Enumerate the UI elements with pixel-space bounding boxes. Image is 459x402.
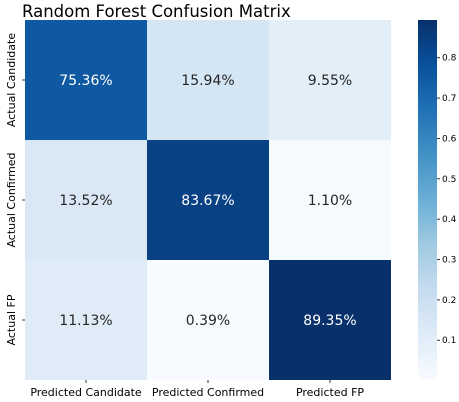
- heatmap-cell-r0-c2: [269, 20, 391, 140]
- x-tick-label-0: Predicted Candidate: [30, 386, 142, 399]
- cell-label-r0-c0: 75.36%: [59, 73, 112, 89]
- x-tick-label-2: Predicted FP: [296, 386, 364, 399]
- colorbar-tick-label-2: 0.3: [442, 256, 456, 266]
- colorbar-tick-label-0: 0.1: [442, 336, 456, 346]
- heatmap-cells: [25, 20, 391, 380]
- cell-label-r1-c0: 13.52%: [59, 193, 112, 209]
- heatmap-cell-r2-c1: [147, 260, 269, 380]
- heatmap-cell-r1-c1: [147, 140, 269, 260]
- x-tick-label-1: Predicted Confirmed: [152, 386, 264, 399]
- y-tick-label-1: Actual Confirmed: [5, 152, 18, 247]
- colorbar-gradient: [418, 20, 437, 379]
- heatmap-cell-r0-c1: [147, 20, 269, 140]
- chart-title: Random Forest Confusion Matrix: [22, 2, 291, 21]
- colorbar: 0.1 0.2 0.3 0.4 0.5 0.6 0.7 0.8: [418, 20, 457, 379]
- cell-label-r0-c2: 9.55%: [308, 73, 352, 89]
- heatmap-cell-r2-c2: [269, 260, 391, 380]
- y-axis-tick-labels: Actual Candidate Actual Confirmed Actual F…: [5, 33, 25, 345]
- colorbar-tick-label-3: 0.4: [442, 215, 457, 225]
- colorbar-tick-label-5: 0.6: [442, 134, 457, 144]
- heatmap-cell-r2-c0: [25, 260, 147, 380]
- heatmap-cell-labels: 75.36% 15.94% 9.55% 13.52% 83.67% 1.10% 11.13%…: [59, 73, 356, 329]
- colorbar-tick-label-7: 0.8: [442, 54, 457, 64]
- cell-label-r2-c0: 11.13%: [59, 313, 112, 329]
- cell-label-r2-c2: 89.35%: [303, 313, 356, 329]
- x-axis-tick-labels: Predicted Candidate Predicted Confirmed Pr…: [30, 380, 364, 399]
- heatmap-cell-r1-c0: [25, 140, 147, 260]
- heatmap-cell-r0-c0: [25, 20, 147, 140]
- colorbar-ticks: 0.1 0.2 0.3 0.4 0.5 0.6 0.7 0.8: [437, 54, 457, 346]
- colorbar-tick-label-4: 0.5: [442, 175, 456, 185]
- y-tick-label-2: Actual FP: [5, 294, 18, 345]
- colorbar-tick-label-1: 0.2: [442, 296, 456, 306]
- cell-label-r1-c1: 83.67%: [181, 193, 234, 209]
- cell-label-r0-c1: 15.94%: [181, 73, 234, 89]
- cell-label-r1-c2: 1.10%: [308, 193, 352, 209]
- heatmap-cell-r1-c2: [269, 140, 391, 260]
- cell-label-r2-c1: 0.39%: [186, 313, 230, 329]
- y-tick-label-0: Actual Candidate: [5, 33, 18, 127]
- colorbar-tick-label-6: 0.7: [442, 94, 456, 104]
